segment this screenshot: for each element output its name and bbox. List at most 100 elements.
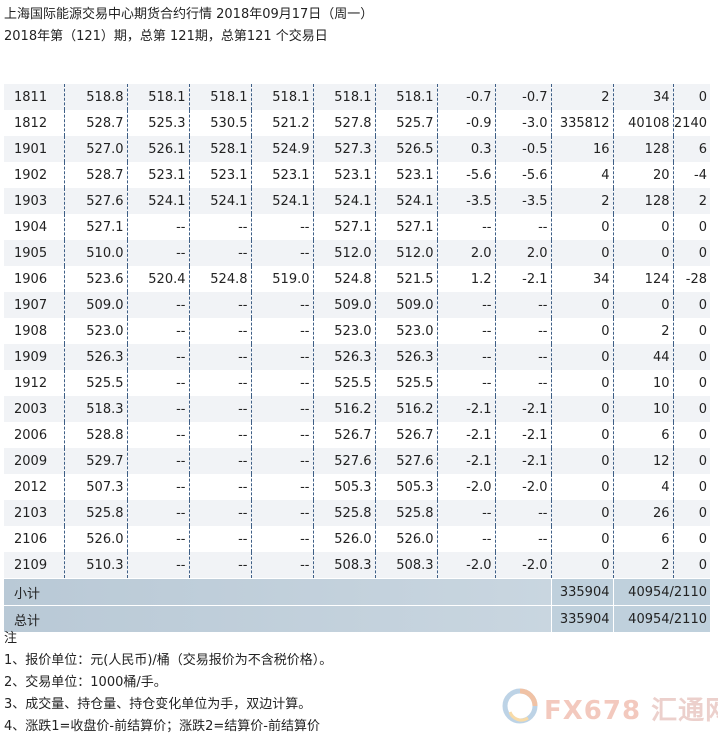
note-item: 1、报价单位：元(人民币)/桶（交易报价为不含税价格）。 [4,653,333,668]
table-row: 1902 528.7 523.1 523.1 523.1 523.1 523.1 -5.6 -5… [4,162,710,188]
cell-contract: 1902 [4,162,64,188]
cell-open-interest: 2 [612,552,673,579]
cell-settle: 512.0 [374,240,437,266]
cell-settle: 527.1 [374,214,437,240]
cell-change1: -2.1 [436,448,495,474]
cell-open: -- [126,448,189,474]
cell-volume: 335812 [550,110,613,136]
cell-high: -- [188,526,251,552]
table-row: 1905 510.0 -- -- -- 512.0 512.0 2.0 2.0 0 0 0 [4,240,710,266]
cell-contract: 2103 [4,500,64,526]
logo-brand: FX678 [544,696,642,726]
table-row: 2009 529.7 -- -- -- 527.6 527.6 -2.1 -2.1 0 12 0 [4,448,710,474]
cell-volume: 0 [550,552,613,579]
cell-change1: -2.1 [436,422,495,448]
subtotal-volume: 335904 [550,578,613,606]
cell-change1: -0.7 [436,84,495,110]
cell-change2: -2.1 [494,422,551,448]
cell-close: 509.0 [312,292,375,318]
cell-change1: -3.5 [436,188,495,214]
cell-prev-settle: 525.8 [63,500,127,526]
cell-open-interest: 10 [612,396,673,422]
cell-low: -- [250,214,313,240]
cell-open: -- [126,370,189,396]
cell-change2: -- [494,318,551,344]
cell-close: 526.7 [312,422,375,448]
table-row: 2109 510.3 -- -- -- 508.3 508.3 -2.0 -2.0 0 2 0 [4,552,710,579]
cell-settle: 523.1 [374,162,437,188]
cell-oi-change: 0 [672,292,710,318]
report-header: 上海国际能源交易中心期货合约行情 2018年09月17日（周一） 2018年第（… [4,4,373,48]
subtotal-open-interest: 40954/2110 [612,578,710,606]
cell-change1: 2.0 [436,240,495,266]
cell-volume: 2 [550,188,613,214]
cell-open-interest: 0 [612,292,673,318]
note-item: 4、涨跌1=收盘价-前结算价；涨跌2=结算价-前结算价 [4,719,320,734]
cell-close: 523.1 [312,162,375,188]
cell-prev-settle: 523.6 [63,266,127,292]
cell-change1: -- [436,344,495,370]
cell-prev-settle: 507.3 [63,474,127,500]
cell-high: -- [188,474,251,500]
cell-open-interest: 0 [612,214,673,240]
total-open-interest: 40954/2110 [612,605,710,632]
cell-low: -- [250,396,313,422]
cell-oi-change: -4 [672,162,710,188]
cell-open: -- [126,292,189,318]
cell-oi-change: 0 [672,344,710,370]
cell-oi-change: 0 [672,370,710,396]
cell-change1: -2.0 [436,552,495,579]
cell-contract: 1912 [4,370,64,396]
cell-change1: -5.6 [436,162,495,188]
cell-change2: -0.7 [494,84,551,110]
cell-open-interest: 20 [612,162,673,188]
cell-change1: 1.2 [436,266,495,292]
cell-change2: -- [494,500,551,526]
cell-prev-settle: 518.3 [63,396,127,422]
table-row: 1907 509.0 -- -- -- 509.0 509.0 -- -- 0 0 0 [4,292,710,318]
cell-settle: 524.1 [374,188,437,214]
cell-open: 524.1 [126,188,189,214]
cell-open-interest: 4 [612,474,673,500]
cell-contract: 1907 [4,292,64,318]
cell-open: -- [126,318,189,344]
cell-open: 518.1 [126,84,189,110]
cell-volume: 0 [550,292,613,318]
table-row: 1909 526.3 -- -- -- 526.3 526.3 -- -- 0 44 0 [4,344,710,370]
cell-change1: -- [436,292,495,318]
cell-oi-change: 2140 [672,110,710,136]
cell-high: -- [188,396,251,422]
cell-prev-settle: 526.3 [63,344,127,370]
cell-change2: -2.1 [494,266,551,292]
cell-change2: -0.5 [494,136,551,162]
cell-low: -- [250,292,313,318]
cell-prev-settle: 527.6 [63,188,127,214]
report-subtitle: 2018年第（121）期，总第 121期，总第121 个交易日 [4,29,328,44]
cell-volume: 0 [550,448,613,474]
cell-close: 525.8 [312,500,375,526]
fx678-watermark: FX678 汇通网 [502,688,718,726]
cell-oi-change: 0 [672,500,710,526]
cell-high: -- [188,318,251,344]
cell-low: -- [250,318,313,344]
cell-low: 524.1 [250,188,313,214]
cell-volume: 0 [550,526,613,552]
cell-change2: -- [494,292,551,318]
cell-open-interest: 40108 [612,110,673,136]
table-row: 1912 525.5 -- -- -- 525.5 525.5 -- -- 0 10 0 [4,370,710,396]
cell-close: 524.1 [312,188,375,214]
cell-contract: 1906 [4,266,64,292]
cell-low: 523.1 [250,162,313,188]
cell-contract: 2009 [4,448,64,474]
cell-change2: -3.5 [494,188,551,214]
cell-oi-change: 2 [672,188,710,214]
fx678-logo-icon [502,688,538,724]
cell-volume: 34 [550,266,613,292]
cell-change2: -- [494,526,551,552]
table-row: 1903 527.6 524.1 524.1 524.1 524.1 524.1 -3.5 -3… [4,188,710,214]
cell-oi-change: 0 [672,214,710,240]
cell-settle: 521.5 [374,266,437,292]
cell-volume: 0 [550,396,613,422]
cell-oi-change: 0 [672,448,710,474]
cell-settle: 525.5 [374,370,437,396]
